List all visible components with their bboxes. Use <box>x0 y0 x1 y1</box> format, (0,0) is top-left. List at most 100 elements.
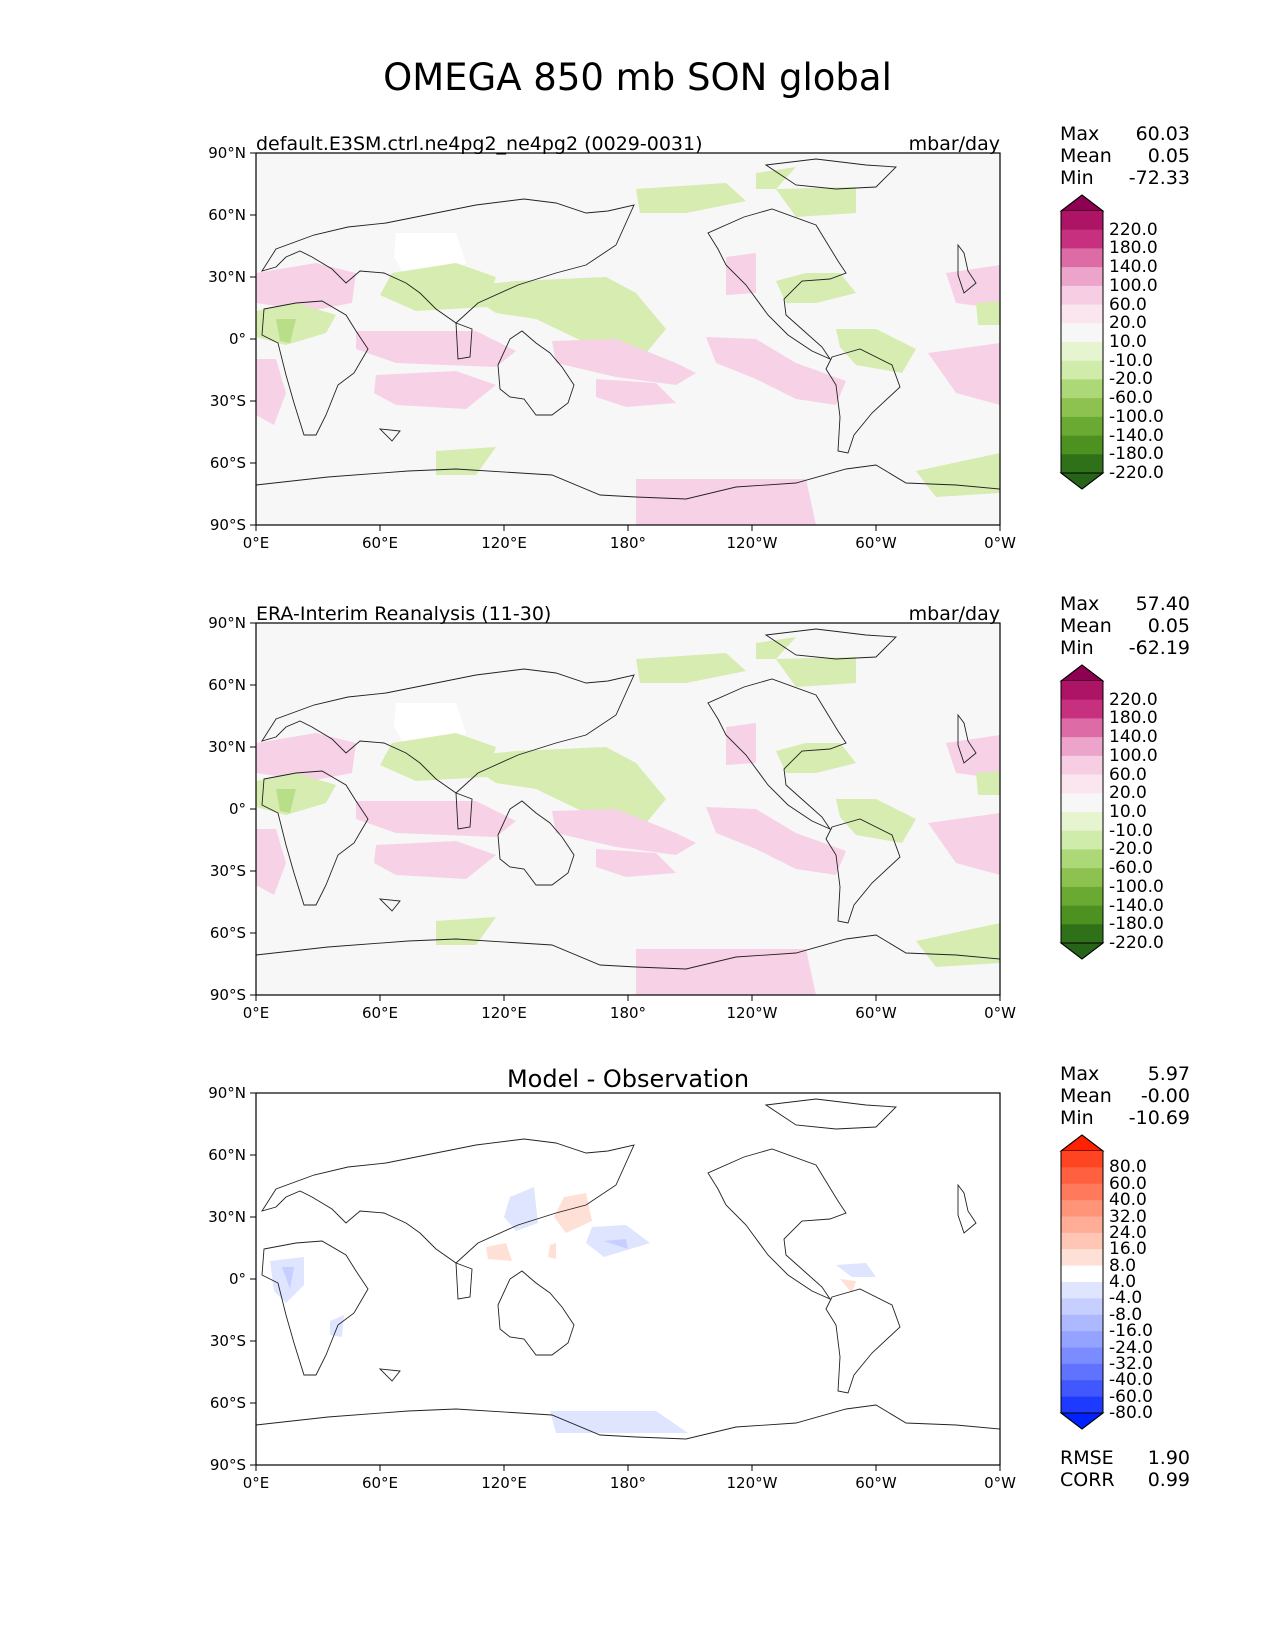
colorbar-tick-label: 220.0 <box>1109 689 1158 710</box>
colorbar-cell <box>1061 435 1103 455</box>
contour-region <box>554 1193 592 1233</box>
lat-tick-label: 60°S <box>209 1394 246 1412</box>
panel-model: default.E3SM.ctrl.ne4pg2_ne4pg2 (0029-00… <box>0 123 1275 583</box>
stat-value: 5.97 <box>1147 1063 1190 1085</box>
lon-tick-label: 180° <box>609 1004 647 1022</box>
coastline <box>764 1098 898 1130</box>
contour-region <box>836 329 916 373</box>
coastline <box>957 1183 977 1234</box>
contour-region <box>380 733 496 781</box>
colorbar-cell <box>1061 285 1103 306</box>
colorbar-tick-label: -24.0 <box>1109 1337 1153 1358</box>
contour-region <box>706 807 846 875</box>
contour-region <box>256 773 336 815</box>
contour-region <box>756 167 796 189</box>
stat-label: Mean <box>1060 615 1112 637</box>
coastline <box>707 678 847 831</box>
coastline <box>497 330 575 416</box>
colorbar-tick-label: -60.0 <box>1109 1386 1153 1407</box>
contour-region <box>706 337 846 405</box>
lon-tick-label: 180° <box>609 1474 647 1492</box>
coastline <box>957 243 977 294</box>
stat-label: Min <box>1060 1107 1094 1129</box>
lon-tick-label: 0°W <box>984 534 1016 552</box>
colorbar-tick-label: 8.0 <box>1109 1255 1137 1276</box>
contour-region <box>256 303 336 345</box>
contour-region <box>976 301 1000 325</box>
colorbar-cell <box>1061 924 1103 944</box>
coastline <box>825 818 901 924</box>
colorbar-cell <box>1061 1282 1103 1299</box>
colorbar-tick-label: 140.0 <box>1109 257 1158 278</box>
stat-value: 60.03 <box>1135 123 1190 145</box>
contour-region <box>604 1239 628 1249</box>
contour-region <box>552 809 696 855</box>
colorbar-cell <box>1061 323 1103 343</box>
colorbar <box>1059 194 1105 490</box>
lat-tick-label: 0° <box>228 800 246 818</box>
coastline <box>707 1148 847 1301</box>
contour-region <box>596 849 676 877</box>
lat-tick-label: 60°N <box>208 676 246 694</box>
stat-value: -72.33 <box>1128 167 1190 189</box>
lat-tick-label: 90°N <box>208 144 246 162</box>
panel-units: mbar/day <box>908 133 1000 155</box>
coastline <box>455 322 473 360</box>
contour-region <box>282 1267 294 1289</box>
coastline <box>260 668 635 794</box>
lat-tick-label: 0° <box>228 330 246 348</box>
colorbar-cell <box>1061 681 1103 701</box>
contour-region <box>726 723 756 765</box>
coastline <box>261 300 369 436</box>
colorbar-tick-label: 32.0 <box>1109 1206 1147 1227</box>
colorbar-tick-label: -140.0 <box>1109 425 1164 446</box>
lat-tick-label: 90°S <box>209 1456 246 1474</box>
coastline <box>455 792 473 830</box>
contour-region <box>776 187 856 217</box>
lon-tick-label: 60°W <box>855 1004 897 1022</box>
colorbar-cell <box>1061 886 1103 907</box>
colorbar-tick-label: 60.0 <box>1109 294 1147 315</box>
lon-tick-label: 0°W <box>984 1474 1016 1492</box>
colorbar-extend-top <box>1059 664 1105 682</box>
lat-tick-label: 90°N <box>208 1084 246 1102</box>
colorbar-cell <box>1061 1216 1103 1234</box>
coastline <box>261 1240 369 1376</box>
lat-tick-label: 90°N <box>208 614 246 632</box>
contour-region <box>330 1315 344 1337</box>
contour-region <box>636 183 746 213</box>
colorbar-cell <box>1061 1151 1103 1168</box>
contour-region <box>276 789 296 813</box>
colorbar-tick-label: -4.0 <box>1109 1288 1143 1309</box>
coastline <box>957 713 977 764</box>
colorbar-tick-label: 180.0 <box>1109 708 1158 729</box>
lat-tick-label: 30°S <box>209 392 246 410</box>
colorbar-extend-top <box>1059 1134 1105 1152</box>
colorbar-extend-bottom <box>1059 942 1105 960</box>
colorbar-tick-label: 100.0 <box>1109 745 1158 766</box>
coastline <box>825 348 901 454</box>
contour-region <box>756 637 796 659</box>
stat-label: Min <box>1060 637 1094 659</box>
omega-contours <box>256 637 1000 995</box>
contour-region <box>256 733 356 781</box>
map-svg <box>250 1092 1105 1471</box>
lon-tick-label: 120°E <box>481 534 527 552</box>
coastline <box>261 770 369 906</box>
contour-region <box>836 1263 876 1277</box>
lon-tick-label: 120°E <box>481 1474 527 1492</box>
stat-value: 0.05 <box>1147 145 1190 167</box>
contour-region <box>946 265 1000 309</box>
colorbar-tick-label: 16.0 <box>1109 1239 1147 1260</box>
stats-box: Max 5.97 Mean -0.00 Min -10.69 <box>1060 1063 1190 1129</box>
panel-title-left: ERA-Interim Reanalysis (11-30) <box>256 603 552 625</box>
colorbar-cell <box>1061 737 1103 757</box>
panel-units: mbar/day <box>908 603 1000 625</box>
skill-stats-box: RMSE 1.90 CORR 0.99 <box>1060 1447 1190 1491</box>
contour-region <box>916 453 1000 497</box>
contour-region <box>836 799 916 843</box>
colorbar <box>1059 664 1105 960</box>
colorbar-tick-label: -10.0 <box>1109 350 1153 371</box>
colorbar-tick-label: 10.0 <box>1109 332 1147 352</box>
lon-tick-label: 0°E <box>242 534 270 552</box>
